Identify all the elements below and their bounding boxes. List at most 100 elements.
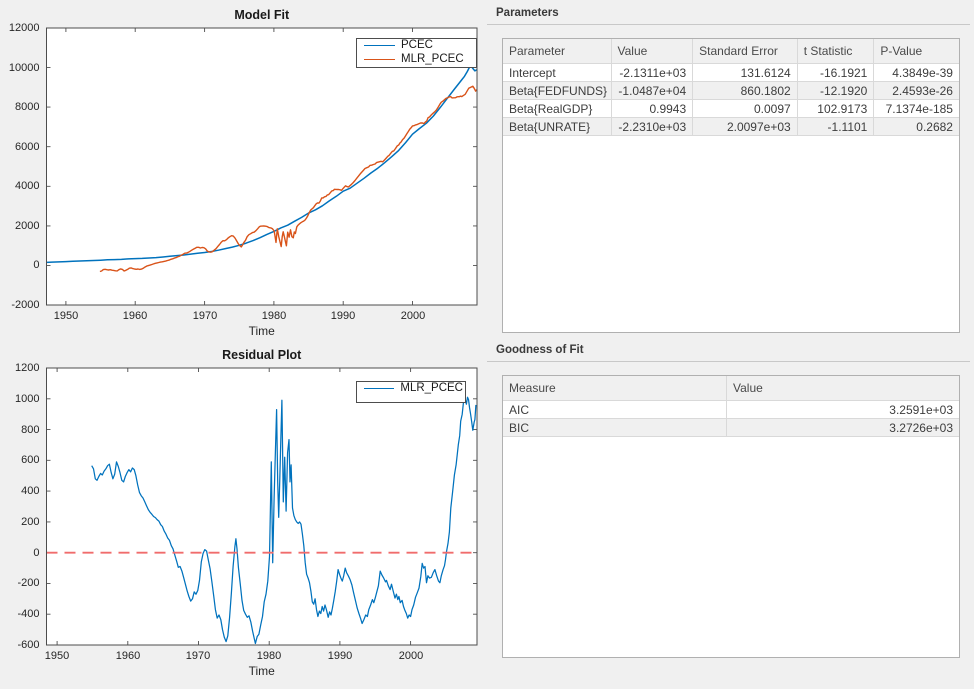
x-tick-label: 1980 xyxy=(261,310,287,322)
y-tick-label: 600 xyxy=(21,454,40,466)
x-axis-label: Time xyxy=(248,664,275,678)
x-tick-label: 2000 xyxy=(400,310,426,322)
x-tick-label: 1990 xyxy=(330,310,356,322)
table-header-row: Measure Value xyxy=(503,376,959,401)
x-tick-label: 1970 xyxy=(185,650,211,662)
table-cell[interactable]: -2.2310e+03 xyxy=(611,118,694,136)
series-line-MLR_PCEC xyxy=(91,395,477,645)
legend-item: MLR_PCEC xyxy=(357,382,465,396)
table-cell[interactable]: BIC xyxy=(503,419,728,437)
x-axis-label: Time xyxy=(248,324,275,338)
y-tick-label: 400 xyxy=(21,485,40,497)
table-cell[interactable]: -2.1311e+03 xyxy=(611,64,694,82)
panel-title: Parameters xyxy=(496,7,559,19)
table-cell[interactable]: Intercept xyxy=(503,64,612,82)
y-tick-label: 2000 xyxy=(15,220,40,232)
table-cell[interactable]: -1.0487e+04 xyxy=(611,82,694,100)
legend-item-label: MLR_PCEC xyxy=(401,53,464,65)
y-tick-label: 0 xyxy=(33,547,40,559)
x-tick-label: 1960 xyxy=(122,310,148,322)
y-tick-label: -600 xyxy=(17,639,40,651)
table-cell[interactable]: -1.1101 xyxy=(797,118,875,136)
legend-line-sample xyxy=(364,388,395,389)
x-tick-label: 1950 xyxy=(44,650,70,662)
y-tick-label: 0 xyxy=(33,259,40,271)
table-cell[interactable]: 4.3849e-39 xyxy=(874,64,959,82)
table-cell[interactable]: 3.2591e+03 xyxy=(727,401,959,419)
table-cell[interactable]: 3.2726e+03 xyxy=(727,419,959,437)
table-cell[interactable]: 0.2682 xyxy=(874,118,959,136)
table-cell[interactable]: -12.1920 xyxy=(797,82,875,100)
y-tick-label: 800 xyxy=(21,424,40,436)
legend-item: PCEC xyxy=(357,39,476,53)
column-header: Value xyxy=(611,39,694,64)
y-tick-label: -2000 xyxy=(11,299,40,311)
x-tick-label: 1950 xyxy=(53,310,79,322)
tick-marks xyxy=(46,27,477,306)
legend: PCEC MLR_PCEC xyxy=(356,37,477,68)
legend-line-sample xyxy=(364,59,395,60)
legend-item: MLR_PCEC xyxy=(357,53,476,67)
panel-title: Goodness of Fit xyxy=(496,344,584,356)
table-cell[interactable]: 860.1802 xyxy=(693,82,798,100)
table-row[interactable]: Intercept -2.1311e+03 131.6124 -16.1921 4.38… xyxy=(503,64,959,82)
table-cell[interactable]: Beta{FEDFUNDS} xyxy=(503,82,612,100)
legend-item-label: MLR_PCEC xyxy=(400,382,463,394)
x-tick-label: 2000 xyxy=(398,650,424,662)
table-cell[interactable]: 2.4593e-26 xyxy=(874,82,959,100)
column-header: Measure xyxy=(503,376,728,401)
table-cell[interactable]: 0.0097 xyxy=(693,100,798,118)
table-cell[interactable]: 7.1374e-185 xyxy=(874,100,959,118)
y-tick-label: 4000 xyxy=(15,180,40,192)
y-tick-label: 12000 xyxy=(8,22,40,34)
x-tick-label: 1960 xyxy=(115,650,141,662)
y-tick-label: 1200 xyxy=(15,362,40,374)
goodness-of-fit-table: Measure Value AIC 3.2591e+03 BIC 3.2726e+03 xyxy=(502,375,960,658)
column-header: Parameter xyxy=(503,39,612,64)
tick-marks xyxy=(46,367,477,646)
column-header: Value xyxy=(727,376,959,401)
table-cell[interactable]: 131.6124 xyxy=(693,64,798,82)
y-tick-label: 1000 xyxy=(15,393,40,405)
y-tick-label: 6000 xyxy=(15,141,40,153)
table-cell[interactable]: Beta{UNRATE} xyxy=(503,118,612,136)
column-header: t Statistic xyxy=(797,39,875,64)
y-tick-label: 8000 xyxy=(15,101,40,113)
parameters-table: Parameter Value Standard Error t Statistic P… xyxy=(502,38,960,333)
axes-box xyxy=(46,27,478,306)
x-tick-label: 1970 xyxy=(192,310,218,322)
chart-title: Residual Plot xyxy=(222,348,302,362)
y-tick-label: 10000 xyxy=(8,62,40,74)
y-tick-label: 200 xyxy=(21,516,40,528)
table-row[interactable]: Beta{RealGDP} 0.9943 0.0097 102.9173 7.1374e… xyxy=(503,100,959,118)
legend: MLR_PCEC xyxy=(356,380,466,403)
table-cell[interactable]: -16.1921 xyxy=(797,64,875,82)
series-line-MLR_PCEC xyxy=(99,85,477,273)
plot-area[interactable] xyxy=(46,28,478,305)
panel-divider xyxy=(487,361,970,362)
x-tick-label: 1990 xyxy=(327,650,353,662)
table-row[interactable]: BIC 3.2726e+03 xyxy=(503,419,959,437)
series-line-PCEC xyxy=(46,65,477,264)
table-row[interactable]: Beta{UNRATE} -2.2310e+03 2.0097e+03 -1.1101… xyxy=(503,118,959,136)
table-cell[interactable]: Beta{RealGDP} xyxy=(503,100,612,118)
table-row[interactable]: Beta{FEDFUNDS} -1.0487e+04 860.1802 -12.192… xyxy=(503,82,959,100)
table-cell[interactable]: 102.9173 xyxy=(797,100,875,118)
plot-area[interactable] xyxy=(46,368,478,645)
y-tick-label: -200 xyxy=(17,577,40,589)
legend-item-label: PCEC xyxy=(401,39,433,51)
chart-title: Model Fit xyxy=(234,8,290,22)
column-header: P-Value xyxy=(874,39,959,64)
table-cell[interactable]: 0.9943 xyxy=(611,100,694,118)
axes-box xyxy=(46,367,478,646)
panel-divider xyxy=(487,24,970,25)
table-header-row: Parameter Value Standard Error t Statistic P… xyxy=(503,39,959,64)
x-tick-label: 1980 xyxy=(256,650,282,662)
table-cell[interactable]: 2.0097e+03 xyxy=(693,118,798,136)
legend-line-sample xyxy=(364,45,395,46)
y-tick-label: -400 xyxy=(17,608,40,620)
table-cell[interactable]: AIC xyxy=(503,401,728,419)
table-row[interactable]: AIC 3.2591e+03 xyxy=(503,401,959,419)
column-header: Standard Error xyxy=(693,39,798,64)
